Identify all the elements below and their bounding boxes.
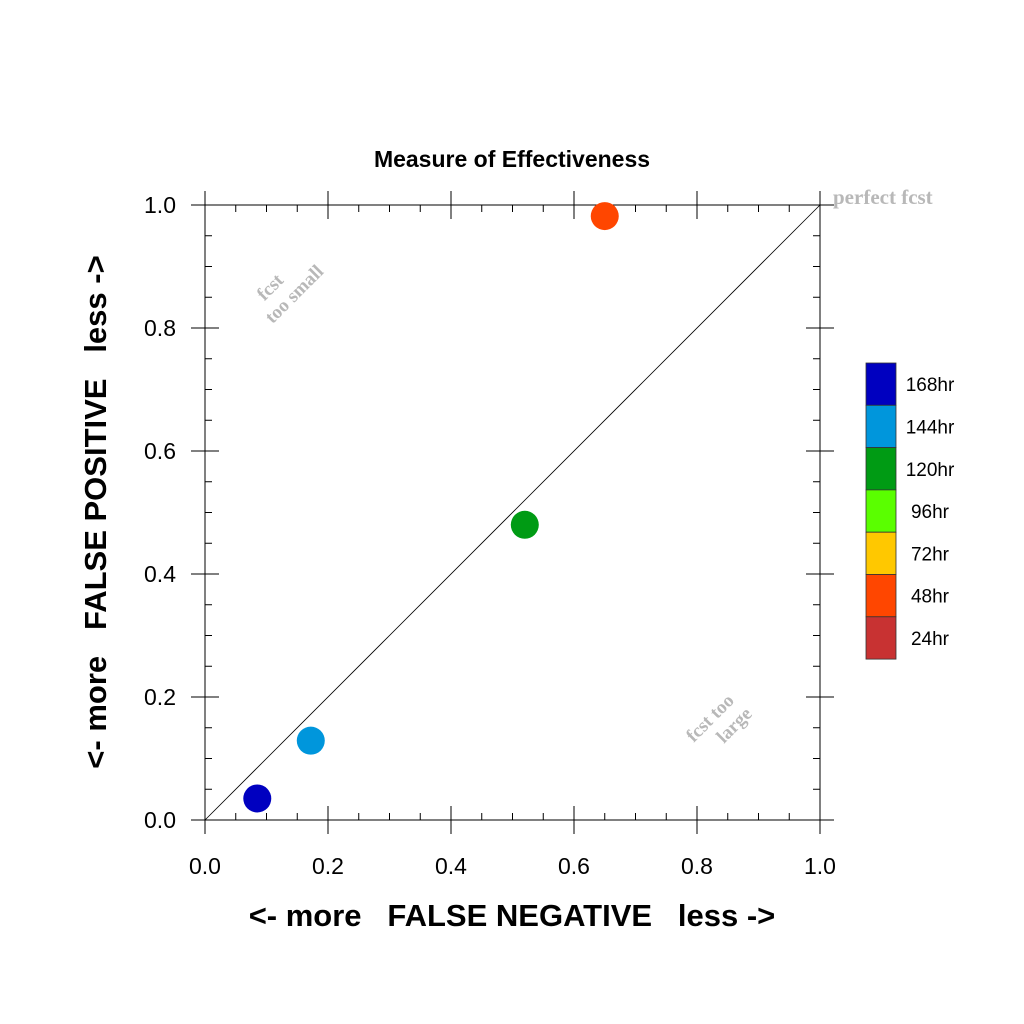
y-tick-label: 0.6 [144, 438, 176, 464]
x-axis: 0.0 0.2 0.4 0.6 0.8 1.0 [189, 191, 836, 879]
y-tick-label: 0.4 [144, 561, 176, 587]
x-tick-label: 0.2 [312, 853, 344, 879]
y-tick-label: 0.2 [144, 684, 176, 710]
data-point-144hr [296, 726, 325, 755]
diagonal-reference-line [204, 204, 821, 821]
legend-label-120hr: 120hr [906, 460, 955, 481]
legend-label-72hr: 72hr [911, 544, 950, 565]
chart-title: Measure of Effectiveness [374, 146, 650, 172]
too-large-annotation: fcst too large [682, 690, 756, 747]
legend-label-168hr: 168hr [906, 375, 955, 396]
legend-swatch-96hr [865, 489, 897, 533]
y-axis-label: <- more FALSE POSITIVE less -> [78, 255, 113, 768]
legend-swatch-24hr [865, 616, 897, 660]
y-tick-label: 0.0 [144, 807, 176, 833]
legend-label-24hr: 24hr [911, 629, 950, 650]
x-tick-label: 0.4 [435, 853, 467, 879]
legend-label-96hr: 96hr [911, 502, 950, 523]
legend-swatch-120hr [865, 447, 897, 491]
legend-swatch-48hr [865, 574, 897, 618]
data-points [243, 202, 619, 813]
x-tick-label: 0.8 [681, 853, 713, 879]
legend: 168hr 144hr 120hr 96hr 72hr 48hr 24hr [865, 362, 955, 660]
legend-swatch-168hr [865, 362, 897, 406]
y-tick-label: 1.0 [144, 192, 176, 218]
y-axis: 0.0 0.2 0.4 0.6 0.8 1.0 [144, 192, 834, 833]
data-point-168hr [243, 784, 272, 813]
legend-swatch-72hr [865, 531, 897, 575]
perfect-forecast-annotation: perfect fcst [833, 185, 933, 209]
too-small-annotation: fcst too small [253, 261, 328, 328]
y-tick-label: 0.8 [144, 315, 176, 341]
x-axis-label: <- more FALSE NEGATIVE less -> [249, 898, 776, 933]
x-tick-label: 0.6 [558, 853, 590, 879]
legend-label-48hr: 48hr [911, 587, 950, 608]
data-point-120hr [510, 510, 539, 539]
x-tick-label: 0.0 [189, 853, 221, 879]
x-tick-label: 1.0 [804, 853, 836, 879]
data-point-48hr [590, 202, 619, 231]
legend-label-144hr: 144hr [906, 417, 955, 438]
legend-swatch-144hr [865, 404, 897, 448]
